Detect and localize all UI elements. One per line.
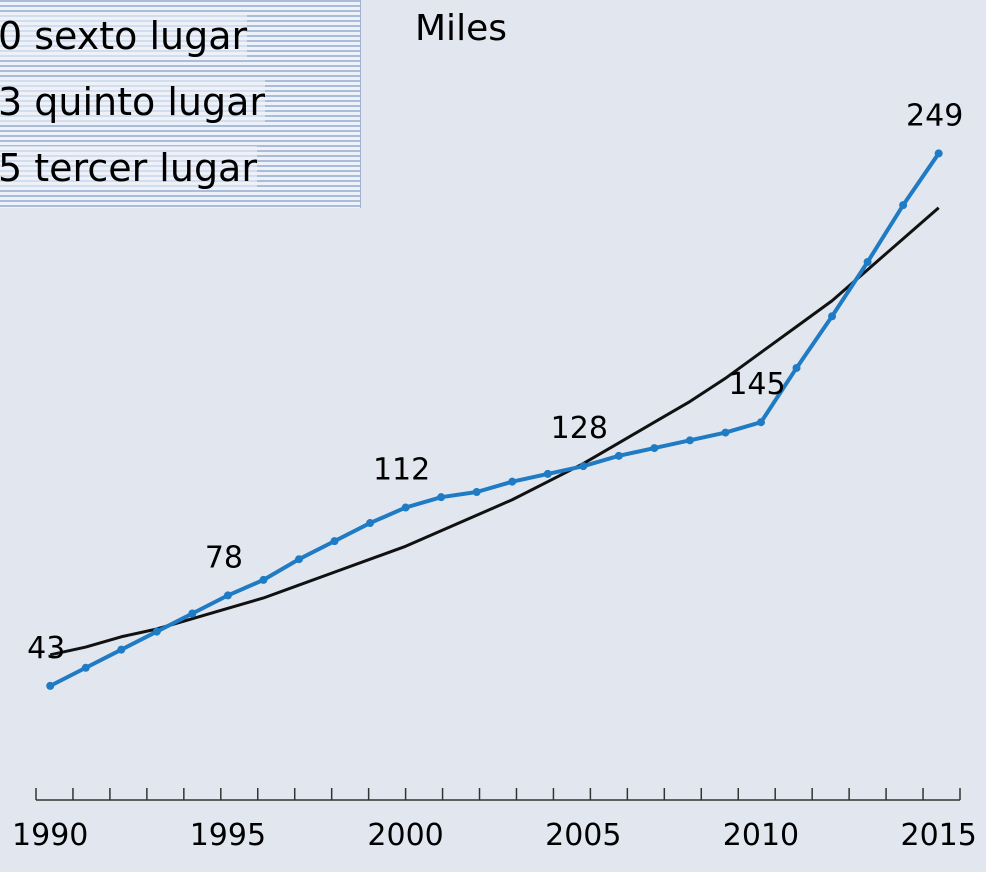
point <box>934 149 943 158</box>
point <box>437 493 446 502</box>
point <box>366 519 375 528</box>
point <box>650 444 659 453</box>
x-tick-label: 2000 <box>367 818 443 853</box>
x-tick-label: 2005 <box>545 818 621 853</box>
unit-label: Miles <box>415 8 507 49</box>
annotation: 5 tercer lugar <box>0 146 257 190</box>
point <box>756 418 765 427</box>
point <box>188 609 197 618</box>
series-line <box>49 152 941 688</box>
x-tick-label: 1990 <box>12 818 88 853</box>
point <box>223 591 232 600</box>
data-label: 112 <box>373 453 430 488</box>
point <box>579 462 588 471</box>
point <box>401 503 410 512</box>
point <box>117 645 126 654</box>
point <box>152 627 161 636</box>
data-label: 128 <box>551 411 608 446</box>
point <box>721 428 730 437</box>
x-tick-label: 2010 <box>723 818 799 853</box>
point <box>330 537 339 546</box>
data-label: 43 <box>27 631 65 666</box>
annotation: 3 quinto lugar <box>0 80 266 124</box>
series-line <box>49 206 940 657</box>
x-tick-label: 1995 <box>190 818 266 853</box>
point <box>508 477 517 486</box>
x-tick-label: 2015 <box>900 818 976 853</box>
point <box>472 488 481 497</box>
point <box>259 575 268 584</box>
data-label: 145 <box>728 367 785 402</box>
point <box>46 681 55 690</box>
point <box>685 436 694 445</box>
data-label: 249 <box>906 98 963 133</box>
point <box>294 555 303 564</box>
point <box>792 363 801 372</box>
point <box>899 201 908 210</box>
annotation: 0 sexto lugar <box>0 14 248 58</box>
data-label: 78 <box>205 540 243 575</box>
legend-box: 0 sexto lugar 3 quinto lugar 5 tercer lu… <box>0 0 361 208</box>
point <box>863 257 872 266</box>
point <box>614 451 623 460</box>
point <box>543 469 552 478</box>
point <box>828 312 837 321</box>
point <box>81 663 90 672</box>
